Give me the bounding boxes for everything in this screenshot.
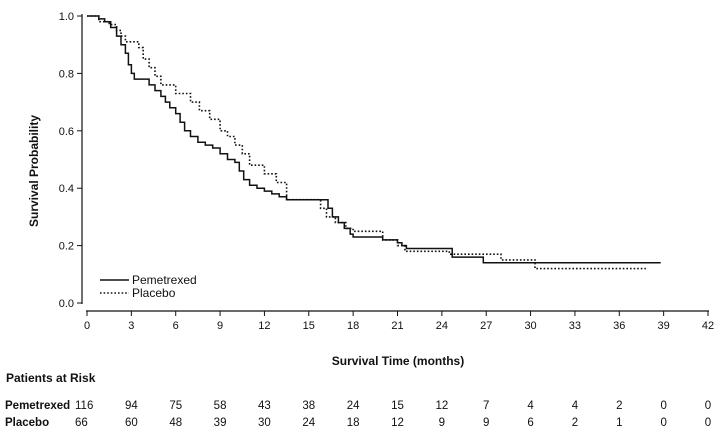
risk-table-title: Patients at Risk [6,371,96,385]
risk-cell: 0 [705,400,711,412]
risk-cell: 66 [75,417,88,429]
y-tick-label: 0.2 [59,241,74,253]
legend-label-pemetrexed: Pemetrexed [132,273,197,287]
risk-cell: 12 [435,400,448,412]
risk-cell: 1 [616,417,622,429]
chart-ticks: 0 3 6 9 12 15 18 21 24 27 30 33 36 39 420.00.20.40.60.… [59,11,714,332]
legend-label-placebo: Placebo [132,286,176,300]
risk-cell: 9 [439,417,445,429]
x-tick-label: 21 [391,320,403,332]
y-tick-label: 0.4 [59,183,74,195]
series-line-placebo [87,15,646,270]
x-tick-label: 3 [128,320,134,332]
risk-cell: 0 [660,400,666,412]
risk-cell: 39 [214,417,227,429]
risk-cell: 75 [169,400,182,412]
risk-cell: 60 [125,417,138,429]
risk-cell: 9 [483,417,489,429]
risk-cell: 18 [347,417,360,429]
risk-cell: 15 [391,400,404,412]
x-tick-label: 6 [173,320,179,332]
risk-cell: 38 [302,400,315,412]
risk-cell: 24 [302,417,315,429]
risk-cell: 48 [169,417,182,429]
risk-cell: 94 [125,400,138,412]
y-tick-label: 0.6 [59,126,74,138]
risk-cell: 116 [75,400,93,412]
risk-cell: 24 [347,400,360,412]
x-tick-label: 30 [524,320,536,332]
y-tick-label: 0.8 [59,68,74,80]
x-tick-label: 39 [658,320,670,332]
risk-cell: 4 [572,400,579,412]
x-tick-label: 24 [436,320,448,332]
risk-cell: 0 [705,417,711,429]
risk-cell: 7 [483,400,489,412]
x-tick-label: 9 [217,320,223,332]
x-tick-label: 15 [303,320,315,332]
risk-cell: 12 [391,417,404,429]
risk-cell: 43 [258,400,271,412]
risk-cell: 2 [572,417,578,429]
y-tick-label: 0.0 [59,298,74,310]
y-axis-title: Survival Probability [27,115,41,227]
risk-row-label: Pemetrexed [5,400,70,412]
x-tick-label: 36 [613,320,625,332]
x-tick-label: 0 [84,320,90,332]
y-tick-label: 1.0 [59,11,74,23]
risk-cell: 0 [660,417,666,429]
x-tick-label: 42 [702,320,714,332]
risk-cell: 58 [214,400,227,412]
chart-axes [81,14,709,312]
risk-row-label: Placebo [5,417,49,429]
x-tick-label: 33 [569,320,581,332]
series-line-pemetrexed [87,15,661,264]
x-tick-label: 27 [480,320,492,332]
x-tick-label: 12 [258,320,270,332]
risk-cell: 30 [258,417,271,429]
risk-cell: 2 [616,400,622,412]
chart-series [87,15,661,270]
risk-cell: 4 [527,400,534,412]
risk-cell: 6 [527,417,533,429]
x-tick-label: 18 [347,320,359,332]
x-axis-title: Survival Time (months) [332,354,464,368]
